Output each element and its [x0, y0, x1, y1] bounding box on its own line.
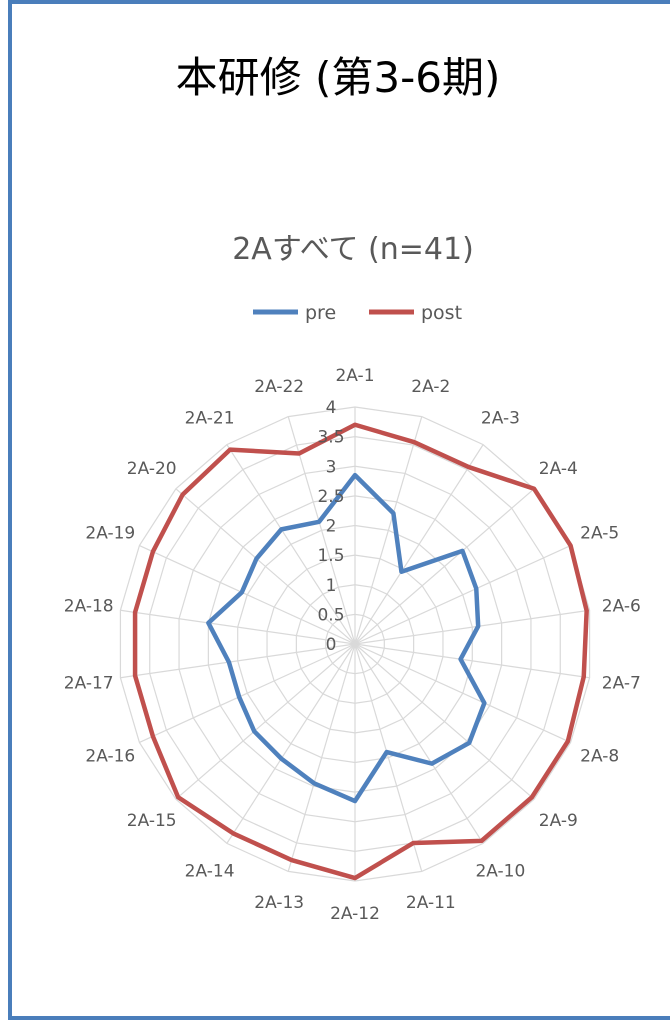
grid-spoke: [354, 609, 590, 645]
grid-spoke: [139, 545, 356, 645]
category-label: 2A-17: [64, 673, 114, 693]
tick-label: 3.5: [317, 428, 344, 448]
grid-spoke: [287, 643, 356, 872]
category-label: 2A-15: [127, 811, 177, 831]
grid-spoke: [354, 643, 571, 743]
category-label: 2A-19: [85, 523, 135, 543]
grid-spoke: [354, 643, 590, 679]
grid-spoke: [354, 643, 535, 800]
category-label: 2A-6: [602, 597, 641, 617]
grid-spoke: [175, 488, 356, 645]
grid-spoke: [354, 643, 484, 844]
grid-spoke: [139, 643, 356, 743]
grid-spoke: [226, 643, 356, 844]
category-label: 2A-14: [185, 861, 235, 881]
category-label: 2A-7: [602, 673, 641, 693]
grid-spoke: [226, 444, 356, 645]
category-label: 2A-5: [580, 523, 619, 543]
tick-label: 1.5: [317, 546, 344, 566]
legend: pre post: [253, 302, 462, 324]
category-label: 2A-22: [254, 377, 304, 397]
legend-label-post: post: [421, 302, 462, 324]
tick-label: 2: [326, 517, 337, 537]
grid-spoke: [354, 643, 423, 872]
category-label: 2A-3: [481, 409, 520, 429]
tick-label: 2.5: [317, 487, 344, 507]
legend-label-pre: pre: [305, 302, 336, 324]
tick-label: 0: [326, 635, 337, 655]
category-label: 2A-4: [539, 459, 578, 479]
radar-series: [132, 422, 589, 881]
category-label: 2A-12: [330, 904, 380, 924]
series-line-pre: [206, 472, 487, 804]
tick-label: 4: [326, 398, 337, 418]
grid-spoke: [354, 416, 423, 645]
category-label: 2A-10: [475, 861, 525, 881]
grid-spoke: [175, 643, 356, 800]
category-label: 2A-13: [254, 893, 304, 913]
tick-label: 3: [326, 457, 337, 477]
slide-frame: [8, 0, 670, 1020]
category-label: 2A-11: [406, 893, 456, 913]
category-label: 2A-1: [335, 366, 374, 386]
grid-spoke: [354, 545, 571, 645]
category-label: 2A-18: [64, 597, 114, 617]
tick-label: 0.5: [317, 605, 344, 625]
grid-spoke: [354, 444, 484, 645]
grid-spoke: [354, 488, 535, 645]
radial-tick-labels: 0 0.5 1 1.5 2 2.5 3 3.5 4: [317, 398, 344, 655]
category-label: 2A-8: [580, 747, 619, 767]
category-labels: 2A-1 2A-2 2A-3 2A-4 2A-5 2A-6 2A-7 2A-8 2A-9 2A-1…: [64, 366, 641, 924]
grid-spoke: [120, 609, 356, 645]
category-label: 2A-2: [411, 377, 450, 397]
grid-spoke: [120, 643, 356, 679]
chart-title: 2Aすべて (n=41): [232, 232, 474, 267]
series-line-post: [132, 422, 589, 881]
page-title: 本研修 (第3-6期): [175, 53, 501, 102]
tick-label: 1: [326, 576, 337, 596]
category-label: 2A-9: [539, 811, 578, 831]
category-label: 2A-21: [185, 409, 235, 429]
category-label: 2A-16: [85, 747, 135, 767]
category-label: 2A-20: [127, 459, 177, 479]
